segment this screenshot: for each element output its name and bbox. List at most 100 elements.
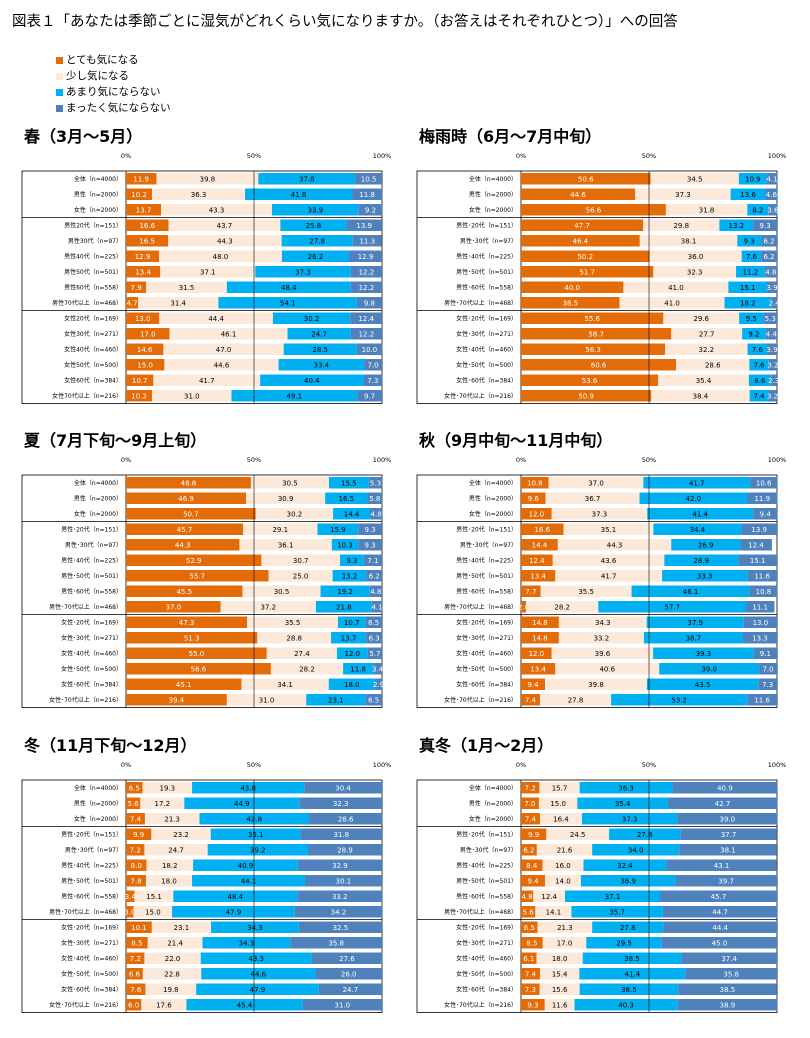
- value-label: 36.0: [688, 253, 704, 261]
- bar-very: [521, 983, 540, 995]
- bar-little: [133, 906, 173, 918]
- value-label: 7.4: [130, 815, 142, 823]
- bar-little: [542, 937, 587, 949]
- value-label: 27.6: [339, 955, 355, 963]
- bar-little: [663, 312, 740, 324]
- bar-not-much: [581, 813, 678, 825]
- value-label: 44.6: [251, 970, 267, 978]
- value-label: 40.0: [564, 284, 580, 292]
- chart-title: 真冬（1月～2月）: [419, 736, 553, 755]
- legend-item-not-at-all: まったく気にならない: [56, 100, 171, 116]
- bar-not-much: [647, 508, 754, 520]
- chart-rainy-season: 梅雨時（6月～7月中旬） 0% 50% 100% 全体（n=4000） 50.6 34.5 1…: [416, 127, 786, 404]
- bar-very: [521, 906, 536, 918]
- value-label: 38.1: [681, 237, 697, 245]
- bar-little: [533, 890, 566, 902]
- value-label: 33.2: [332, 893, 348, 901]
- bar-very: [521, 359, 677, 371]
- bar-not-much: [565, 890, 661, 902]
- value-label: 6.3: [369, 634, 380, 642]
- value-label: 33.2: [594, 634, 610, 642]
- value-label: 58.7: [588, 330, 604, 338]
- value-label: 10.7: [344, 619, 360, 627]
- bar-not-at-all: [761, 235, 777, 247]
- bar-little: [539, 782, 580, 794]
- bar-little: [144, 952, 201, 964]
- value-label: 12.4: [358, 315, 374, 323]
- value-label: 43.3: [248, 955, 264, 963]
- category-label: 男性（n=2000）: [469, 494, 517, 502]
- bar-not-much: [337, 616, 366, 628]
- value-label: 13.7: [341, 634, 357, 642]
- value-label: 8.5: [131, 939, 142, 947]
- value-label: 9.6: [528, 495, 540, 503]
- value-label: 28.9: [337, 846, 353, 854]
- bar-not-much: [332, 570, 367, 582]
- category-label: 男性･40代（n=225）: [456, 556, 517, 564]
- bar-very: [126, 374, 154, 386]
- bar-very: [126, 859, 147, 871]
- value-label: 10.8: [756, 588, 772, 596]
- category-label: 女性･70代以上（n=216）: [444, 1001, 517, 1009]
- bar-very: [521, 585, 541, 597]
- value-label: 38.4: [693, 392, 709, 400]
- value-label: 44.6: [570, 191, 586, 199]
- bar-not-at-all: [765, 328, 777, 340]
- value-label: 35.1: [248, 831, 264, 839]
- bar-little: [141, 999, 187, 1011]
- bar-very: [126, 647, 267, 659]
- value-label: 45.0: [712, 939, 728, 947]
- value-label: 38.5: [624, 955, 640, 963]
- value-label: 28.8: [286, 634, 302, 642]
- value-label: 27.8: [309, 237, 325, 245]
- value-label: 15.4: [552, 970, 568, 978]
- bar-not-much: [580, 875, 676, 887]
- category-label: 女性･70代以上（n=216）: [444, 696, 517, 704]
- value-label: 7.0: [524, 800, 535, 808]
- bar-very: [521, 219, 644, 231]
- bar-little: [639, 235, 738, 247]
- value-label: 7.1: [367, 557, 378, 565]
- bar-not-at-all: [350, 281, 382, 293]
- bar-not-at-all: [366, 570, 383, 582]
- category-label: 男性･70代以上（n=468）: [49, 603, 122, 611]
- value-label: 57.7: [664, 603, 680, 611]
- bar-not-much: [586, 937, 662, 949]
- bar-not-at-all: [753, 508, 778, 520]
- bar-very: [521, 554, 553, 566]
- category-label: 男性30代（n=97）: [68, 237, 122, 245]
- value-label: 12.0: [345, 650, 361, 658]
- value-label: 6.2: [369, 572, 380, 580]
- value-label: 16.6: [534, 526, 550, 534]
- value-label: 37.3: [622, 815, 638, 823]
- bar-not-at-all: [350, 266, 382, 278]
- value-label: 37.0: [166, 603, 182, 611]
- bar-very: [126, 235, 169, 247]
- bar-very: [126, 477, 251, 489]
- value-label: 56.6: [191, 665, 207, 673]
- value-label: 27.8: [637, 831, 653, 839]
- value-label: 29.6: [693, 315, 709, 323]
- value-label: 49.1: [287, 392, 303, 400]
- bar-not-at-all: [677, 813, 778, 825]
- bar-not-much: [749, 390, 769, 402]
- value-label: 30.5: [282, 479, 298, 487]
- value-label: 14.4: [344, 510, 360, 518]
- value-label: 34.2: [331, 908, 347, 916]
- value-label: 37.9: [687, 619, 703, 627]
- bar-not-much: [192, 782, 305, 794]
- bar-not-much: [272, 312, 351, 324]
- bar-not-at-all: [350, 312, 382, 324]
- bar-little: [535, 906, 572, 918]
- bar-not-at-all: [297, 859, 382, 871]
- bar-little: [619, 297, 725, 309]
- bar-not-at-all: [352, 235, 382, 247]
- value-label: 41.7: [689, 479, 705, 487]
- value-label: 11.2: [743, 268, 759, 276]
- bar-not-much: [184, 797, 300, 809]
- bar-not-at-all: [663, 921, 777, 933]
- bar-not-much: [258, 173, 356, 185]
- bar-not-much: [639, 492, 748, 504]
- value-label: 30.1: [336, 877, 352, 885]
- category-label: 女性･40代（n=460）: [61, 649, 122, 657]
